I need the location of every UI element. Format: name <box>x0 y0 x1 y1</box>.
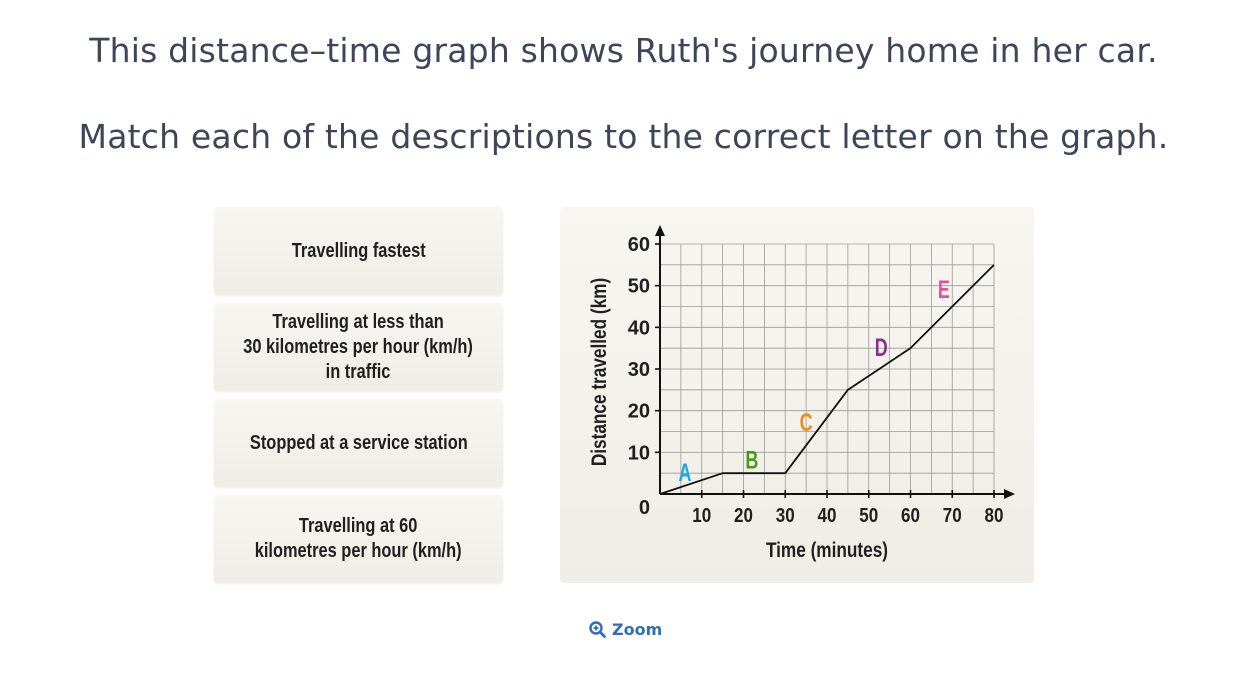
segment-label-e: E <box>938 275 950 304</box>
zoom-button[interactable]: Zoom <box>589 620 662 639</box>
x-tick-label: 60 <box>901 504 920 527</box>
y-axis-arrow <box>655 225 665 236</box>
x-tick-label: 50 <box>859 504 878 527</box>
y-tick-label: 20 <box>628 401 650 423</box>
segment-label-c: C <box>800 408 813 437</box>
y-tick-label: 40 <box>628 317 650 339</box>
zoom-label: Zoom <box>612 620 663 639</box>
description-card-travelling-fastest[interactable]: Travelling fastest <box>214 207 503 295</box>
origin-label: 0 <box>639 497 650 519</box>
x-tick-label: 30 <box>776 504 795 527</box>
y-tick-label: 60 <box>628 234 650 256</box>
x-axis-label: Time (minutes) <box>766 540 888 563</box>
y-tick-label: 30 <box>628 359 650 381</box>
x-tick-label: 80 <box>985 504 1004 527</box>
description-card-label: Stopped at a service station <box>249 431 468 454</box>
description-card-label: Travelling fastest <box>291 239 426 262</box>
x-tick-label: 40 <box>818 504 837 527</box>
distance-time-graph-panel: 10 20 30 40 50 60 70 80 10 20 30 40 50 60 0 Time (minut… <box>560 207 1034 583</box>
description-card-label: Travelling at less than 30 kilometres pe… <box>243 310 474 383</box>
x-tick-label: 10 <box>692 504 711 527</box>
description-card-less-than-30[interactable]: Travelling at less than 30 kilometres pe… <box>214 303 503 391</box>
journey-line <box>659 264 995 495</box>
description-card-label: Travelling at 60 kilometres per hour (km… <box>255 515 462 562</box>
question-line-2: Match each of the descriptions to the co… <box>78 117 1169 156</box>
description-card-60-kmh[interactable]: Travelling at 60 kilometres per hour (km… <box>214 495 503 583</box>
segment-label-a: A <box>679 458 692 487</box>
question-line-1: This distance–time graph shows Ruth's jo… <box>89 31 1158 70</box>
zoom-in-icon <box>589 621 606 638</box>
distance-time-chart: 10 20 30 40 50 60 70 80 10 20 30 40 50 60 0 Time (minut… <box>589 225 1015 563</box>
x-tick-label: 70 <box>943 504 962 527</box>
y-tick-label: 10 <box>628 442 650 464</box>
y-axis-label: Distance travelled (km) <box>589 278 612 466</box>
description-card-stopped[interactable]: Stopped at a service station <box>214 399 503 487</box>
y-tick-label: 50 <box>628 276 650 298</box>
segment-label-d: D <box>875 333 888 362</box>
x-tick-label: 20 <box>734 504 753 527</box>
x-axis-arrow <box>1004 489 1015 499</box>
segment-label-b: B <box>745 446 758 475</box>
